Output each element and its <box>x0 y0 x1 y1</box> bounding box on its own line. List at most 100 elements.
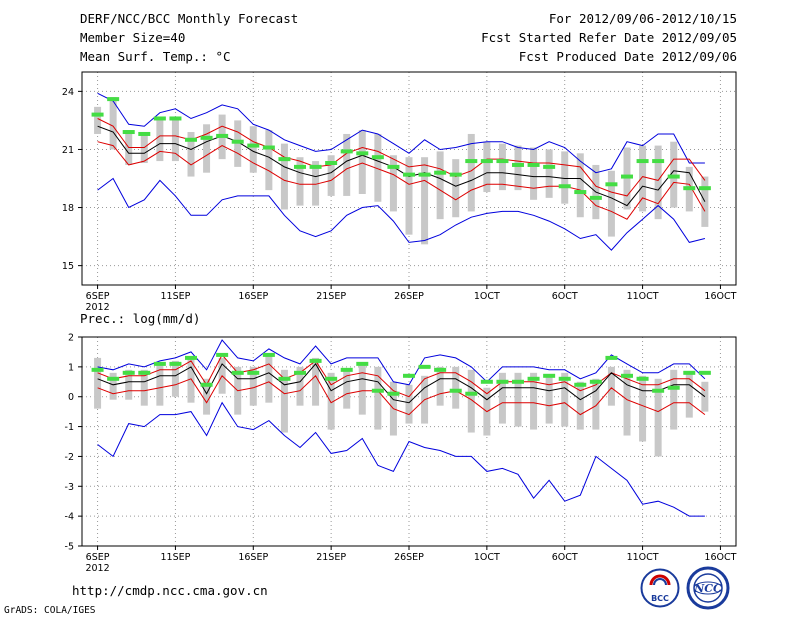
p1-spread-box-21 <box>421 157 429 245</box>
p2-spread-box-27 <box>514 372 522 427</box>
p1-xtick-label-4: 26SEP <box>394 291 424 302</box>
variable-label: Mean Surf. Temp.: °C <box>80 49 231 64</box>
p2-ytick-label-7: 2 <box>68 333 74 344</box>
p1-forecast-marker-37 <box>667 174 680 179</box>
p1-spread-box-10 <box>249 126 257 173</box>
p2-xtick-label-7: 11OCT <box>627 552 659 563</box>
p2-spread-box-24 <box>467 369 475 433</box>
p1-forecast-marker-14 <box>309 164 322 169</box>
p2-forecast-marker-22 <box>434 367 447 372</box>
p1-forecast-marker-20 <box>403 172 415 177</box>
grads-credit: GrADS: COLA/IGES <box>4 605 96 616</box>
p1-forecast-marker-32 <box>589 195 602 200</box>
p1-spread-box-12 <box>280 143 288 210</box>
p1-series-mean_minus_sd <box>97 141 706 220</box>
p2-spread-box-13 <box>296 366 304 406</box>
p1-xtick-label-0: 6SEP <box>86 291 110 302</box>
p1-xtick-label-2: 16SEP <box>238 291 268 302</box>
p1-spread-box-25 <box>483 141 491 193</box>
p1-forecast-marker-17 <box>356 151 369 156</box>
p2-xtick-label-0: 6SEP <box>86 552 110 563</box>
p2-spread-box-35 <box>639 375 647 442</box>
p1-forecast-marker-19 <box>387 164 400 169</box>
p2-spread-box-6 <box>187 357 195 403</box>
p2-spread-box-30 <box>561 372 569 427</box>
p2-spread-box-10 <box>249 366 257 406</box>
p1-forecast-marker-34 <box>621 174 633 179</box>
p1-forecast-marker-10 <box>247 143 260 148</box>
ncc-logo-text: NCC <box>693 582 722 595</box>
p2-xtick-label-2: 16SEP <box>238 552 268 563</box>
p1-spread-box-39 <box>701 176 709 227</box>
p2-ytick-label-6: 1 <box>68 362 74 373</box>
p2-forecast-marker-2 <box>122 370 135 375</box>
p2-xtick-label-4: 26SEP <box>394 552 424 563</box>
p2-spread-box-33 <box>607 366 615 406</box>
p2-spread-box-1 <box>109 372 117 400</box>
p1-forecast-marker-27 <box>512 162 524 167</box>
p1-xtick-label-7: 11OCT <box>627 291 659 302</box>
p1-forecast-marker-13 <box>294 164 306 169</box>
p1-xtick-label-8: 16OCT <box>704 291 736 302</box>
p2-series-mean_plus_sd <box>97 354 706 398</box>
p2-spread-box-17 <box>358 363 366 415</box>
p2-forecast-marker-18 <box>371 388 384 393</box>
p2-forecast-marker-34 <box>621 373 633 378</box>
p1-forecast-marker-36 <box>652 159 665 164</box>
p1-forecast-marker-7 <box>200 135 213 140</box>
p2-forecast-marker-8 <box>216 352 229 357</box>
source-url[interactable]: http://cmdp.ncc.cma.gov.cn <box>72 583 268 598</box>
p2-forecast-marker-35 <box>636 376 649 381</box>
p1-forecast-marker-3 <box>138 131 151 136</box>
p2-xtick-label-1: 11SEP <box>160 552 190 563</box>
p2-forecast-marker-3 <box>138 370 151 375</box>
p2-forecast-marker-33 <box>605 355 618 360</box>
p1-spread-box-19 <box>389 155 397 212</box>
p2-xtick-label-6: 6OCT <box>552 552 578 563</box>
p1-series-median <box>97 125 706 207</box>
p2-spread-box-7 <box>203 378 211 415</box>
p2-forecast-marker-17 <box>356 361 369 366</box>
p1-forecast-marker-23 <box>449 172 462 177</box>
p2-forecast-marker-37 <box>667 385 680 390</box>
p1-forecast-marker-12 <box>278 157 291 162</box>
p2-spread-box-15 <box>327 372 335 430</box>
p2-spread-box-4 <box>156 363 164 406</box>
p2-forecast-marker-4 <box>153 361 166 366</box>
p2-forecast-marker-0 <box>91 367 104 372</box>
p2-forecast-marker-32 <box>589 379 602 384</box>
p1-forecast-marker-33 <box>605 182 618 187</box>
p2-forecast-marker-7 <box>200 382 213 387</box>
p1-spread-box-7 <box>203 124 211 173</box>
p2-spread-box-29 <box>545 375 553 424</box>
p2-forecast-marker-15 <box>325 376 338 381</box>
p1-forecast-marker-5 <box>169 116 182 121</box>
p1-spread-box-11 <box>265 130 273 191</box>
p2-spread-box-16 <box>343 369 351 409</box>
p1-forecast-marker-8 <box>216 133 229 138</box>
p1-forecast-marker-11 <box>262 145 275 150</box>
p1-forecast-marker-35 <box>636 159 649 164</box>
p1-forecast-marker-28 <box>527 162 540 167</box>
p1-forecast-marker-2 <box>122 130 135 135</box>
p1-ytick-label-3: 24 <box>62 87 74 98</box>
p2-series-max <box>97 339 706 386</box>
p2-series-min <box>97 401 705 517</box>
p1-spread-box-1 <box>109 97 117 150</box>
p2-ytick-label-0: -5 <box>65 542 74 553</box>
p1-xtick-label-1: 11SEP <box>160 291 190 302</box>
p1-ytick-label-0: 15 <box>62 261 74 272</box>
p2-ytick-label-1: -4 <box>65 512 74 523</box>
p2-forecast-marker-11 <box>262 352 275 357</box>
p2-spread-box-5 <box>171 360 179 397</box>
p1-spread-box-16 <box>343 133 351 196</box>
forecast-start-date: Fcst Started Refer Date 2012/09/05 <box>481 30 737 45</box>
p1-forecast-marker-29 <box>543 164 556 169</box>
p2-xtick-year-label: 2012 <box>85 563 109 574</box>
p2-spread-box-31 <box>576 381 584 430</box>
p2-spread-box-38 <box>685 372 693 418</box>
p1-xtick-year-label: 2012 <box>85 302 109 313</box>
p2-spread-box-36 <box>654 378 662 457</box>
p1-series-min <box>97 177 706 251</box>
p1-spread-box-24 <box>467 133 475 212</box>
